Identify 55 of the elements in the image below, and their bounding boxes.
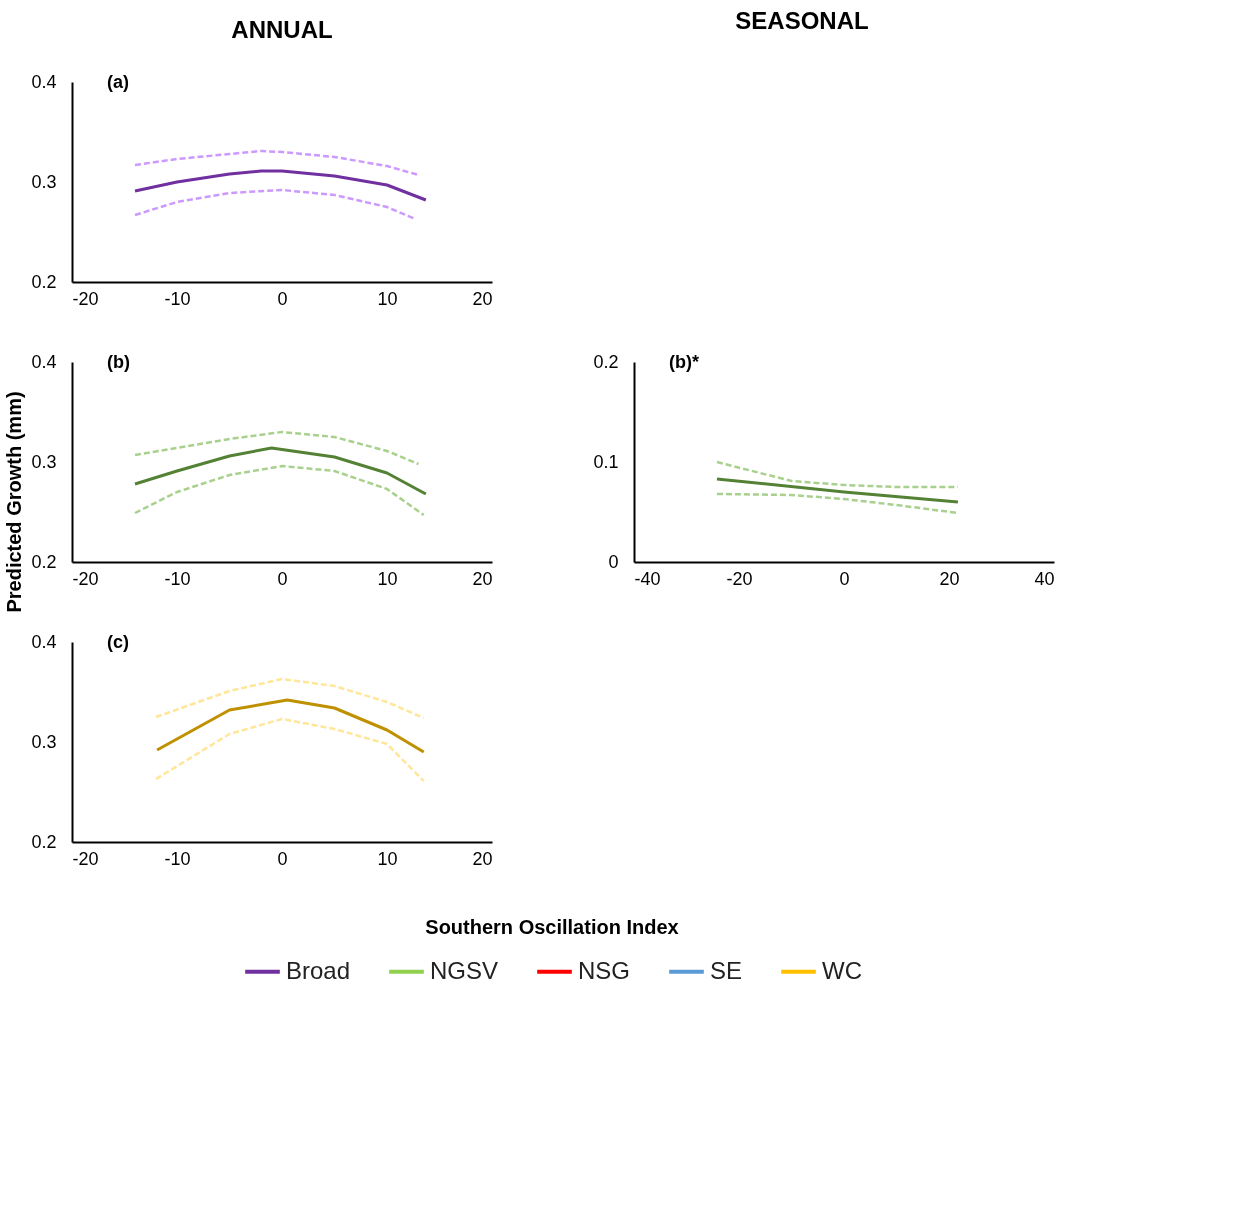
x-tick-label: -40 — [634, 568, 661, 589]
x-tick-label: -10 — [164, 568, 191, 589]
y-tick-label: 0.2 — [31, 551, 57, 572]
line-series — [155, 698, 426, 754]
legend-label: WC — [822, 956, 862, 984]
x-tick-label: 10 — [377, 848, 398, 869]
x-tick-label: 40 — [1034, 568, 1055, 589]
y-tick-label: 0.4 — [31, 351, 57, 372]
y-tick-label: 0.3 — [31, 731, 57, 752]
legend-label: NSG — [578, 956, 631, 984]
y-tick-label: 0.3 — [31, 451, 57, 472]
annotation: (b) — [107, 352, 130, 372]
x-tick-label: -20 — [726, 568, 753, 589]
x-tick-label: -10 — [164, 848, 191, 869]
line-series — [133, 446, 428, 496]
line-series — [154, 717, 425, 783]
x-tick-label: 0 — [277, 288, 288, 309]
y-tick-label: 0.3 — [31, 171, 57, 192]
y-axis-title: Predicted Growth (mm) — [3, 391, 25, 613]
chart-title: SEASONAL — [735, 7, 869, 34]
annotation: (a) — [107, 72, 129, 92]
line-series — [133, 149, 420, 177]
line-series — [133, 430, 420, 466]
x-tick-label: 20 — [472, 288, 493, 309]
line-series — [154, 677, 425, 720]
annotation: (b)* — [669, 352, 699, 372]
x-tick-label: 0 — [839, 568, 850, 589]
text: Southern Oscillation Index — [425, 916, 679, 938]
x-tick-label: 20 — [472, 568, 493, 589]
legend-label: SE — [710, 956, 743, 984]
legend-label: Broad — [286, 956, 351, 984]
x-tick-label: 0 — [277, 848, 288, 869]
y-tick-label: 0.2 — [31, 831, 57, 852]
x-tick-label: 10 — [377, 568, 398, 589]
line-series — [133, 464, 425, 517]
x-tick-label: 0 — [277, 568, 288, 589]
y-tick-label: 0.1 — [593, 451, 619, 472]
x-tick-label: 10 — [377, 288, 398, 309]
legend-label: NGSV — [430, 956, 499, 984]
y-tick-label: 0 — [608, 551, 619, 572]
y-tick-label: 0.4 — [31, 71, 57, 92]
x-tick-label: -20 — [72, 848, 99, 869]
line-series — [133, 188, 417, 221]
y-tick-label: 0.4 — [31, 631, 57, 652]
x-tick-label: 20 — [472, 848, 493, 869]
x-tick-label: -20 — [72, 568, 99, 589]
line-series — [715, 460, 960, 489]
line-series — [133, 169, 428, 202]
y-tick-label: 0.2 — [593, 351, 619, 372]
x-tick-label: 20 — [939, 568, 960, 589]
y-tick-label: 0.2 — [31, 271, 57, 292]
x-tick-label: -10 — [164, 288, 191, 309]
annotation: (c) — [107, 632, 129, 652]
x-tick-label: -20 — [72, 288, 99, 309]
chart-title: ANNUAL — [231, 16, 333, 43]
